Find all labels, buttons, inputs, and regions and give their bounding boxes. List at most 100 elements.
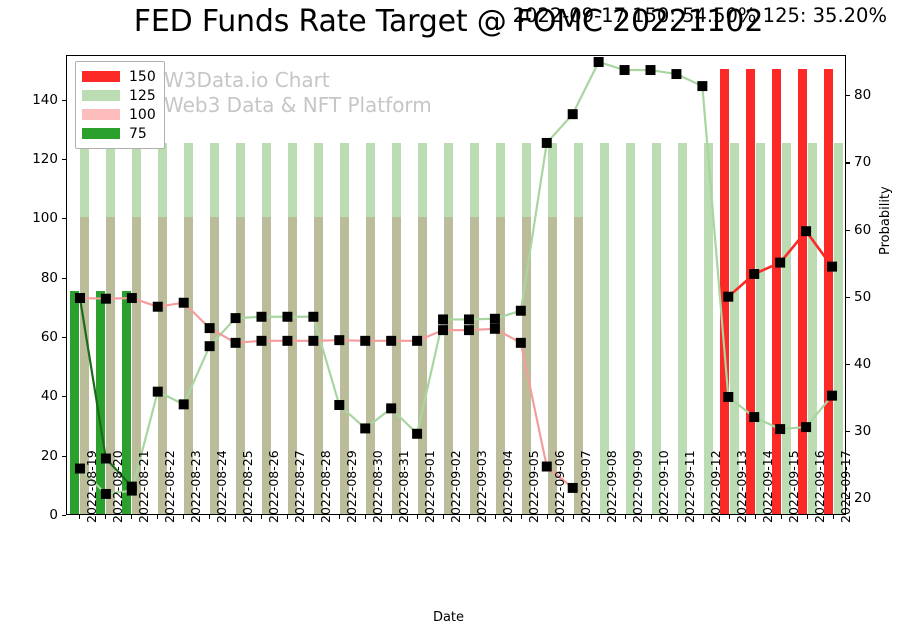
bar-100-2022-08-19 [79,217,89,514]
data-marker-125-29 [827,390,838,401]
y-axis-right-tick-30: 30 [854,423,872,440]
data-marker-150-0 [723,291,734,302]
y-axis-right-tickmark-20 [846,498,850,500]
legend-item-75[interactable]: 75 [82,124,156,143]
data-marker-100-18 [541,461,552,472]
legend-swatch-75 [82,128,120,139]
x-axis-tickmark-2022-08-29 [339,515,341,519]
x-axis-tick-2022-09-08: 2022-09-08 [604,450,619,523]
data-marker-125-11 [360,423,371,434]
data-marker-125-6 [230,313,241,324]
x-axis-tick-2022-08-27: 2022-08-27 [292,450,307,523]
bar-100-2022-09-02 [443,217,453,514]
data-marker-125-15 [463,314,474,325]
y-axis-left-tick-140: 140 [32,91,58,108]
legend-item-125[interactable]: 125 [82,86,156,105]
x-axis-tickmark-2022-08-22 [157,515,159,519]
hover-annotation: 2022-09-17 150: 54.50% 125: 35.20% [512,4,887,27]
x-axis: 2022-08-19 2022-08-20 2022-08-21 2022-08-22… [66,450,853,615]
bar-100-2022-08-20 [105,217,115,514]
legend-item-100[interactable]: 100 [82,105,156,124]
data-marker-125-3 [152,386,163,397]
y-axis-right-label: Probability [878,186,893,255]
data-marker-100-9 [308,335,319,346]
bar-125-2022-09-16 [807,143,817,514]
data-marker-100-13 [412,335,423,346]
y-axis-left: 0 20 40 60 80 100 120 140 [0,55,66,523]
x-axis-tickmark-2022-08-30 [365,515,367,519]
x-axis-tickmark-2022-09-15 [781,515,783,519]
x-axis-tick-2022-08-19: 2022-08-19 [84,450,99,523]
bar-125-2022-09-17 [833,143,843,514]
x-axis-tick-2022-09-09: 2022-09-09 [630,450,645,523]
x-axis-tick-2022-09-01: 2022-09-01 [422,450,437,523]
data-marker-125-8 [282,311,293,322]
bar-150-2022-09-15 [771,68,781,514]
bar-100-2022-09-01 [417,217,427,514]
y-axis-left-tickmark-100 [62,218,66,220]
x-axis-tick-2022-09-02: 2022-09-02 [448,450,463,523]
line-series-150 [723,226,838,302]
data-marker-125-19 [567,109,578,120]
data-marker-100-3 [152,301,163,312]
bar-100-2022-08-31 [391,217,401,514]
y-axis-right-tickmark-30 [846,431,850,433]
x-axis-tick-2022-09-10: 2022-09-10 [656,450,671,523]
x-axis-tick-2022-09-06: 2022-09-06 [552,450,567,523]
data-marker-125-26 [749,412,760,423]
x-axis-tickmark-2022-09-12 [703,515,705,519]
y-axis-left-tick-20: 20 [40,447,58,464]
y-axis-left-tickmark-40 [62,396,66,398]
data-marker-125-9 [308,311,319,322]
x-axis-tickmark-2022-09-03 [469,515,471,519]
x-axis-tick-2022-09-13: 2022-09-13 [734,450,749,523]
x-axis-tick-2022-08-21: 2022-08-21 [136,450,151,523]
bar-100-2022-09-04 [495,217,505,514]
x-axis-tickmark-2022-08-24 [209,515,211,519]
x-axis-tick-2022-09-12: 2022-09-12 [708,450,723,523]
data-marker-150-3 [801,226,812,237]
legend-item-150[interactable]: 150 [82,67,156,86]
x-axis-tickmark-2022-08-21 [131,515,133,519]
bar-125-2022-09-14 [755,143,765,514]
line-path-125 [78,60,834,496]
data-marker-100-2 [126,293,137,304]
legend-label-100: 100 [129,106,156,123]
y-axis-left-tickmark-80 [62,277,66,279]
bar-100-2022-08-24 [209,217,219,514]
x-axis-tick-2022-08-25: 2022-08-25 [240,450,255,523]
y-axis-right-tickmark-50 [846,296,850,298]
y-axis-left-tick-80: 80 [40,269,58,286]
bar-75-2022-08-21 [121,291,131,514]
data-marker-125-0 [74,463,85,474]
bar-75-2022-08-19 [69,291,79,514]
data-marker-100-6 [230,337,241,348]
legend[interactable]: 150 125 100 75 [75,61,165,149]
y-axis-left-tick-60: 60 [40,328,58,345]
line-series-100 [74,293,578,493]
data-marker-125-22 [645,65,656,76]
x-axis-tickmark-2022-08-26 [261,515,263,519]
data-marker-100-12 [386,335,397,346]
x-axis-tickmark-2022-09-16 [807,515,809,519]
data-marker-125-18 [541,137,552,148]
data-marker-100-7 [256,335,267,346]
y-axis-left-tickmark-140 [62,99,66,101]
x-axis-tickmark-2022-09-13 [729,515,731,519]
bar-100-2022-08-30 [365,217,375,514]
bar-100-2022-08-21 [131,217,141,514]
data-marker-150-2 [775,257,786,268]
x-axis-tickmark-2022-09-01 [417,515,419,519]
bar-150-2022-09-17 [823,68,833,514]
data-marker-125-27 [775,424,786,435]
legend-label-150: 150 [129,68,156,85]
x-axis-tick-2022-09-03: 2022-09-03 [474,450,489,523]
y-axis-right-tick-20: 20 [854,490,872,507]
x-axis-tickmark-2022-09-02 [443,515,445,519]
data-marker-100-8 [282,335,293,346]
x-axis-tick-2022-09-15: 2022-09-15 [786,450,801,523]
x-axis-tickmark-2022-09-11 [677,515,679,519]
x-axis-tick-2022-08-28: 2022-08-28 [318,450,333,523]
data-marker-125-7 [256,311,267,322]
